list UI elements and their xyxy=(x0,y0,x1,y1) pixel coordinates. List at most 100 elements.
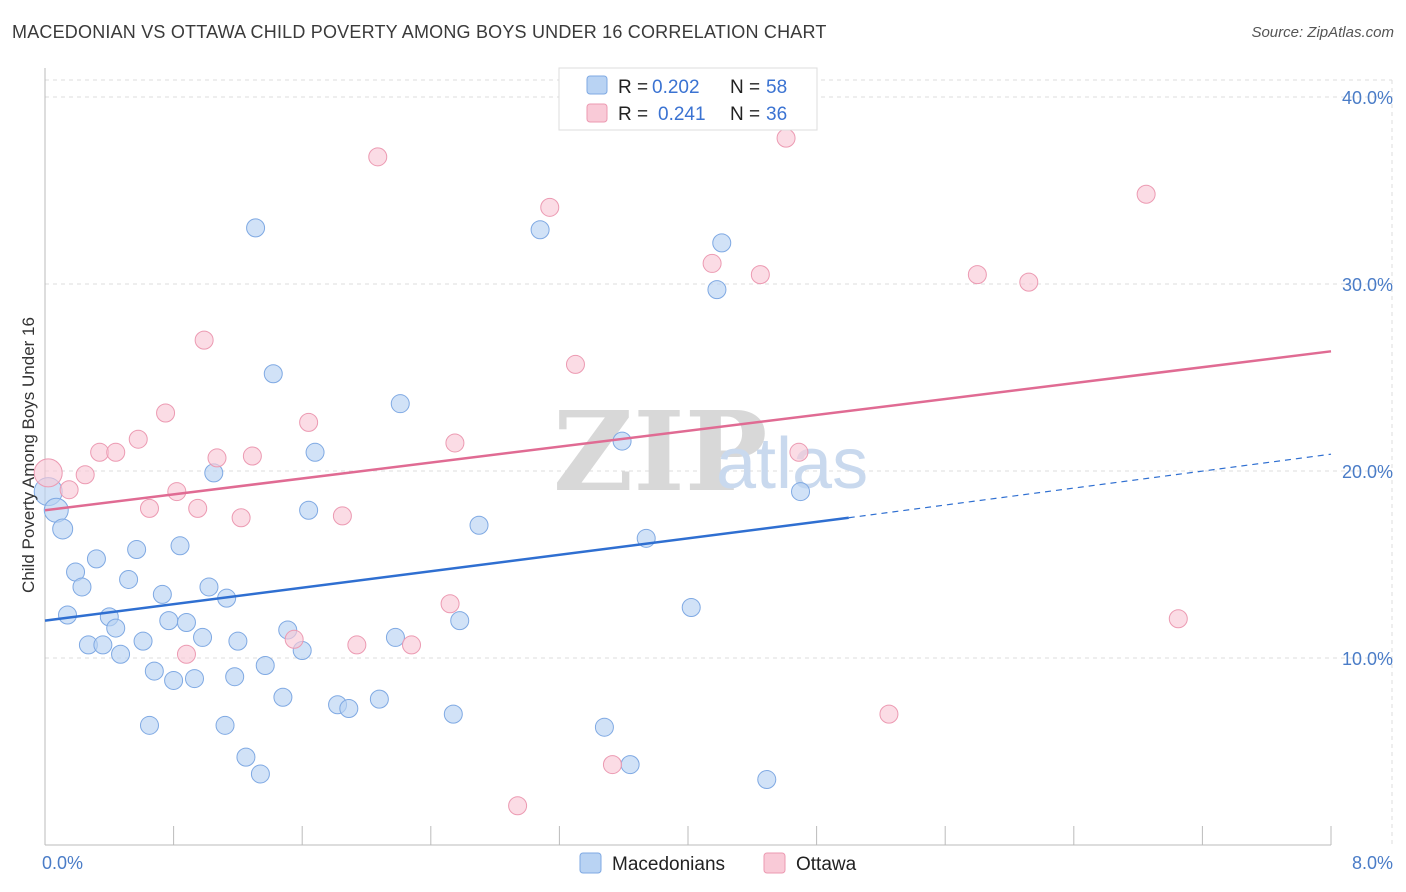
legend-n-label: N = xyxy=(730,104,760,125)
legend-n-value: 36 xyxy=(766,104,787,125)
point-ottawa xyxy=(750,265,770,285)
point-macedonians xyxy=(530,220,550,240)
point-macedonians xyxy=(469,515,489,535)
point-macedonians xyxy=(339,698,359,718)
point-ottawa xyxy=(1168,609,1188,629)
point-ottawa xyxy=(602,755,622,775)
chart-title: MACEDONIAN VS OTTAWA CHILD POVERTY AMONG… xyxy=(12,22,827,42)
point-macedonians xyxy=(119,569,139,589)
point-ottawa xyxy=(207,448,227,468)
point-ottawa xyxy=(967,265,987,285)
point-macedonians xyxy=(86,549,106,569)
point-macedonians xyxy=(164,670,184,690)
bottom-legend-label: Macedonians xyxy=(612,854,725,875)
point-ottawa xyxy=(1019,272,1039,292)
point-macedonians xyxy=(159,611,179,631)
point-ottawa xyxy=(231,508,251,528)
point-macedonians xyxy=(450,611,470,631)
legend-r-label: R = xyxy=(618,104,648,125)
legend-r-label: R = xyxy=(618,77,648,98)
bottom-legend: Macedonians Ottawa xyxy=(579,852,857,875)
y-tick-labels: 10.0% 20.0% 30.0% 40.0% xyxy=(1342,88,1393,669)
point-macedonians xyxy=(184,669,204,689)
point-macedonians xyxy=(390,394,410,414)
x-tick-label: 8.0% xyxy=(1352,853,1393,873)
y-axis-label: Child Poverty Among Boys Under 16 xyxy=(19,317,38,593)
point-ottawa xyxy=(789,442,809,462)
point-ottawa xyxy=(156,403,176,423)
point-ottawa xyxy=(332,506,352,526)
point-macedonians xyxy=(712,233,732,253)
bottom-legend-label: Ottawa xyxy=(796,854,857,875)
y-tick-label: 30.0% xyxy=(1342,275,1393,295)
point-ottawa xyxy=(90,442,110,462)
point-macedonians xyxy=(594,717,614,737)
point-macedonians xyxy=(58,605,78,625)
point-ottawa xyxy=(194,330,214,350)
point-macedonians xyxy=(127,540,147,560)
point-ottawa xyxy=(176,644,196,664)
point-macedonians xyxy=(72,577,92,597)
legend-r-value: 0.202 xyxy=(652,77,700,98)
point-macedonians xyxy=(133,631,153,651)
point-macedonians xyxy=(681,598,701,618)
point-macedonians xyxy=(246,218,266,238)
point-macedonians xyxy=(152,584,172,604)
legend-swatch-macedonians xyxy=(586,75,608,95)
point-ottawa xyxy=(540,197,560,217)
point-macedonians xyxy=(52,518,74,540)
watermark-zip: ZIP xyxy=(553,387,767,516)
point-ottawa xyxy=(188,498,208,518)
point-ottawa xyxy=(59,480,79,500)
legend-swatch-ottawa xyxy=(586,103,608,123)
x-tick-labels: 0.0% 8.0% xyxy=(42,853,1393,873)
point-ottawa xyxy=(75,465,95,485)
point-ottawa xyxy=(402,635,422,655)
point-ottawa xyxy=(347,635,367,655)
y-tick-label: 40.0% xyxy=(1342,88,1393,108)
x-tick-label: 0.0% xyxy=(42,853,83,873)
point-macedonians xyxy=(225,667,245,687)
point-macedonians xyxy=(791,482,811,502)
point-ottawa xyxy=(1136,184,1156,204)
point-macedonians xyxy=(385,627,405,647)
bottom-legend-swatch-ottawa xyxy=(763,852,786,874)
point-macedonians xyxy=(170,536,190,556)
point-ottawa xyxy=(702,253,722,273)
point-ottawa xyxy=(565,354,585,374)
trend-line-macedonians-extension xyxy=(848,453,1332,519)
point-ottawa xyxy=(879,704,899,724)
point-ottawa xyxy=(440,594,460,614)
point-macedonians xyxy=(93,635,113,655)
point-ottawa xyxy=(242,446,262,466)
point-macedonians xyxy=(620,755,640,775)
legend-r-value: 0.241 xyxy=(658,104,706,125)
trend-line-ottawa xyxy=(44,350,1332,512)
point-macedonians xyxy=(757,770,777,790)
top-legend: R = 0.202 N = 58 R = 0.241 N = 36 xyxy=(558,67,818,131)
point-macedonians xyxy=(273,687,293,707)
bottom-legend-swatch-macedonians xyxy=(579,852,602,874)
trend-line-macedonians xyxy=(44,516,849,622)
point-ottawa xyxy=(445,433,465,453)
point-macedonians xyxy=(707,280,727,300)
data-points xyxy=(33,128,1188,816)
point-ottawa xyxy=(284,629,304,649)
axes xyxy=(44,68,1332,846)
point-macedonians xyxy=(111,644,131,664)
point-macedonians xyxy=(139,715,159,735)
legend-n-value: 58 xyxy=(766,77,787,98)
point-macedonians xyxy=(144,661,164,681)
chart-source: Source: ZipAtlas.com xyxy=(1251,24,1394,41)
point-ottawa xyxy=(368,147,388,167)
point-ottawa xyxy=(33,458,63,488)
point-ottawa xyxy=(139,498,159,518)
trend-lines xyxy=(44,350,1332,622)
point-macedonians xyxy=(250,764,270,784)
point-ottawa xyxy=(167,482,187,502)
y-tick-label: 10.0% xyxy=(1342,649,1393,669)
point-ottawa xyxy=(776,128,796,148)
point-macedonians xyxy=(236,747,256,767)
point-macedonians xyxy=(255,655,275,675)
